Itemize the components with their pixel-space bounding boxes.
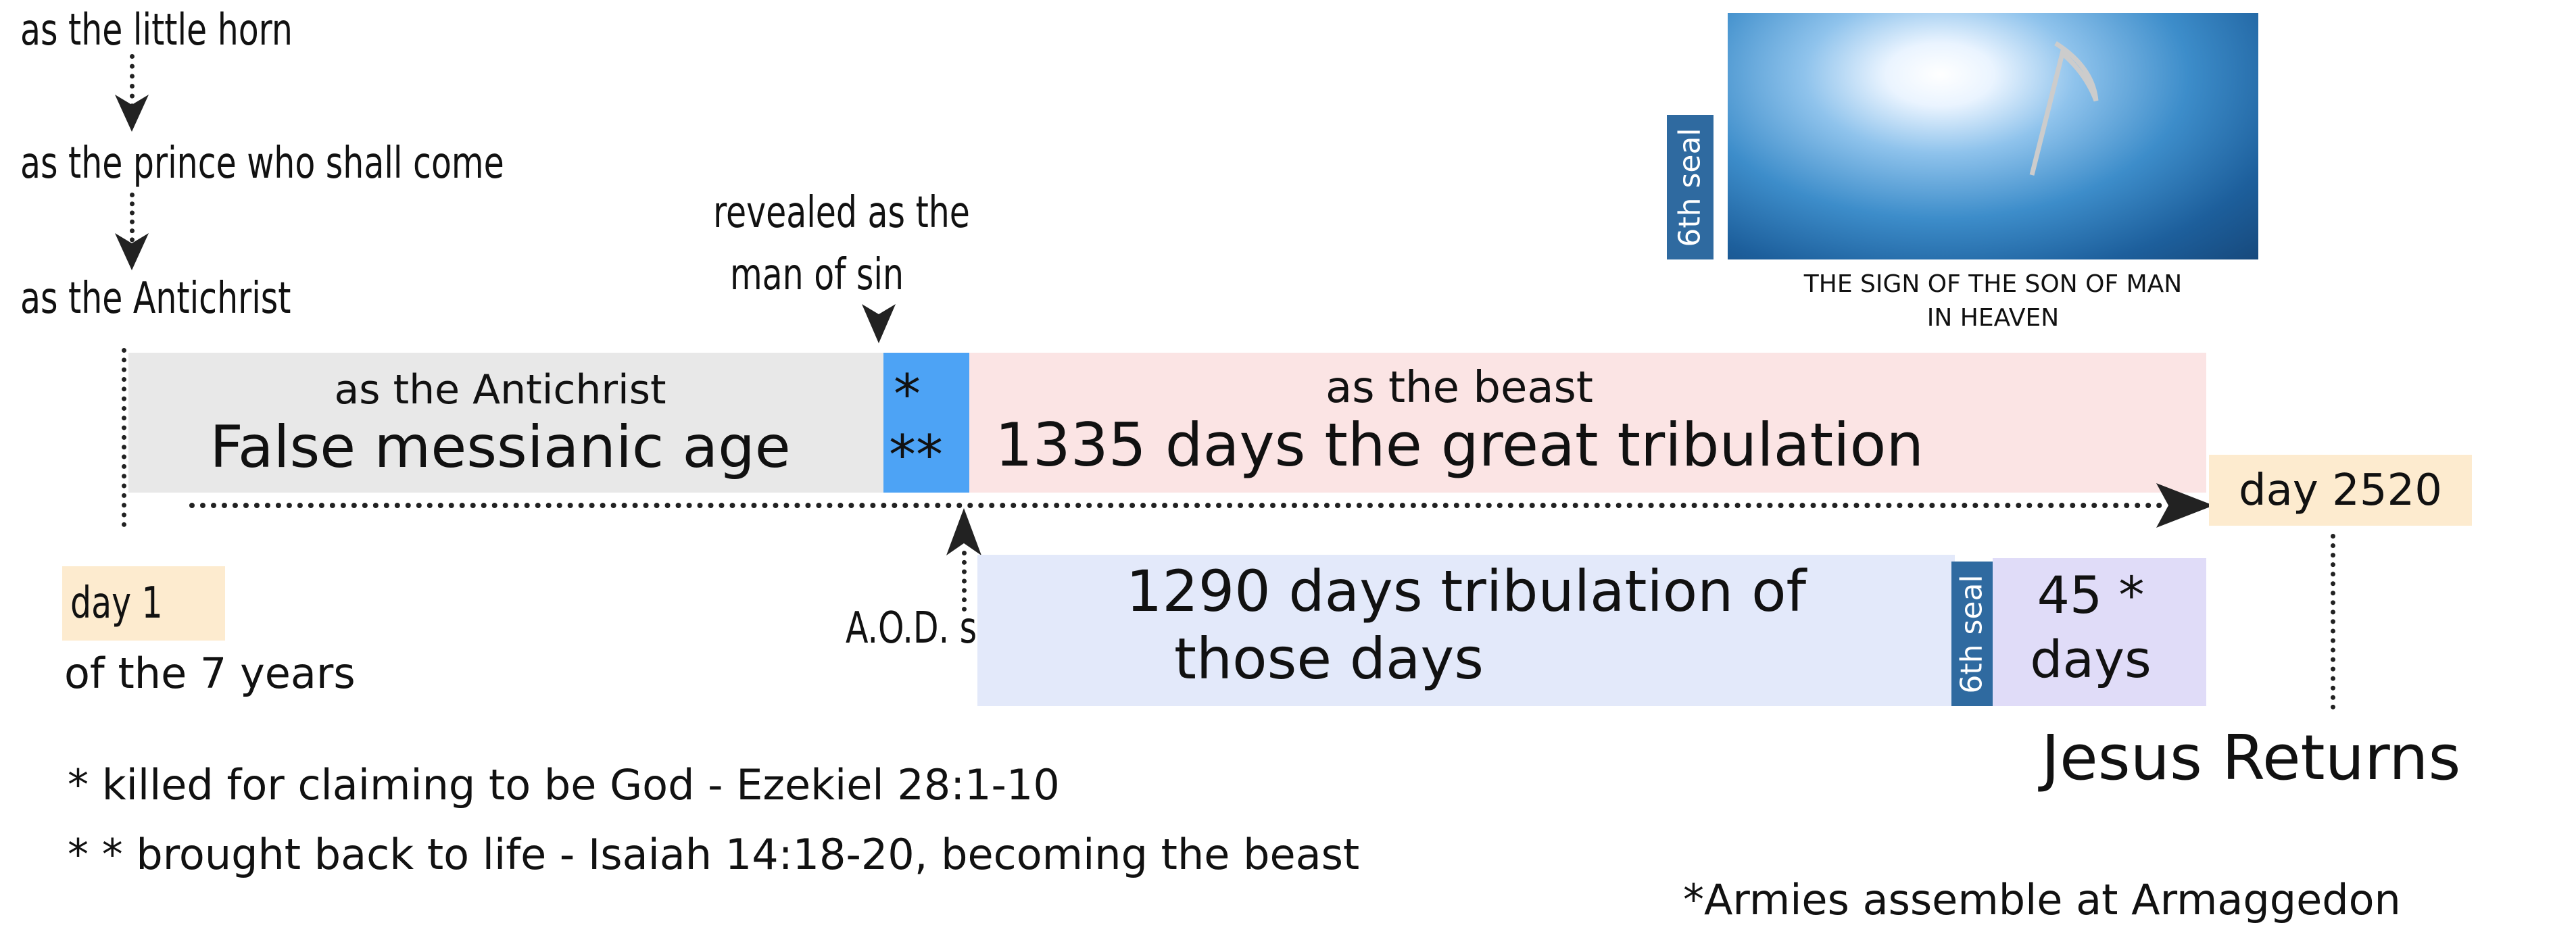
day-2520-box: day 2520 [2209,455,2472,526]
great-tribulation-block: as the beast 1335 days the great tribula… [969,353,2206,493]
dotted-connector [130,193,135,260]
image-caption-line2: IN HEAVEN [1926,304,2060,332]
revealed-line1: revealed as the [713,188,970,238]
days45-line1: 45 * [2037,565,2145,625]
revealed-line2: man of sin [729,250,904,300]
arrow-right-icon [2156,483,2214,528]
days45-line2: days [2030,629,2152,689]
day-1-box: day 1 [62,566,225,641]
arrow-down-icon [115,95,149,132]
stage-antichrist: as the Antichrist [20,274,291,324]
pink-title: 1335 days the great tribulation [994,410,1924,480]
lavender-line2: those days [1174,626,1484,692]
sixth-seal-image-label: 6th seal [1673,127,1707,247]
arrow-down-icon [115,233,149,270]
day-1-sub: of the 7 years [64,649,356,698]
sixth-seal-marker: 6th seal [1951,562,1993,706]
arrow-up-icon [946,508,981,555]
image-caption-line1: THE SIGN OF THE SON OF MAN [1803,270,2183,298]
stage-prince: as the prince who shall come [20,139,504,189]
footnote-3: *Armies assemble at Armaggedon [1683,875,2401,924]
double-asterisk: ** [889,424,943,487]
dotted-connector [130,54,135,118]
jesus-returns-label: Jesus Returns [2041,722,2461,794]
false-messianic-age-block: as the Antichrist False messianic age [128,353,887,493]
lavender-line1: 1290 days tribulation of [1125,558,1807,624]
sign-of-son-of-man-image [1728,13,2258,259]
tribulation-1290-block: 1290 days tribulation of those days [977,555,1955,706]
aod-marker [962,551,967,612]
single-asterisk: * [894,363,921,426]
sixth-seal-label: 6th seal [1955,574,1989,694]
days-45-block: 45 * days [1993,558,2206,706]
stage-little-horn: as the little horn [20,5,293,55]
day1-marker [122,348,126,527]
grey-title: False messianic age [210,414,791,481]
scythe-icon [2029,41,2099,176]
arrow-down-icon [862,304,896,343]
death-revival-block: * ** [883,353,969,493]
footnote-2: * * brought back to life - Isaiah 14:18-… [68,830,1360,879]
footnote-1: * killed for claiming to be God - Ezekie… [68,760,1060,810]
pink-subtitle: as the beast [1326,363,1593,413]
day-2520-label: day 2520 [2239,466,2442,516]
return-marker [2331,534,2335,710]
grey-subtitle: as the Antichrist [334,366,666,414]
sixth-seal-image-tag: 6th seal [1667,115,1714,259]
day-1-label: day 1 [70,578,163,628]
timeline-dotted-line [189,503,2163,508]
